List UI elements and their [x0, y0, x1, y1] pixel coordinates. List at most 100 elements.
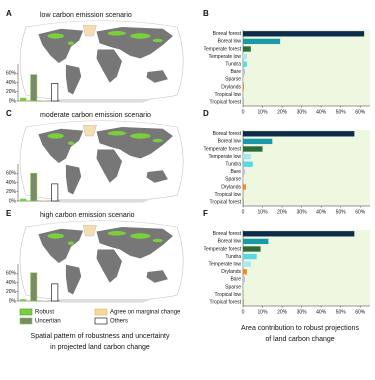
bar	[243, 269, 247, 274]
x-tick-label: 40%	[316, 109, 327, 115]
caption: Spatial pattern of robustness and uncert…	[31, 333, 170, 340]
category-label: Bare	[230, 69, 241, 75]
bar	[41, 200, 47, 201]
x-tick-label: 20%	[277, 109, 288, 115]
category-label: Boreal forest	[213, 31, 242, 37]
category-label: Tropical low	[215, 292, 242, 298]
category-label: Tropical low	[215, 92, 242, 98]
x-tick-label: 30%	[297, 109, 308, 115]
bar	[243, 84, 244, 89]
bar	[52, 284, 58, 301]
x-tick-label: 60%	[355, 209, 366, 215]
bar	[243, 292, 244, 297]
x-tick-label: 50%	[336, 309, 347, 315]
bar	[31, 273, 37, 301]
panel-letter: A	[6, 9, 12, 18]
category-label: Boreal low	[218, 39, 242, 45]
category-label: Tundra	[225, 62, 241, 68]
legend-swatch	[20, 318, 32, 324]
category-label: Temperate low	[208, 262, 241, 268]
bar	[31, 173, 37, 201]
x-tick-label: 20%	[277, 209, 288, 215]
y-tick-label: 0%	[9, 98, 17, 104]
bar	[243, 239, 268, 244]
bar	[243, 162, 253, 167]
bar	[243, 177, 244, 182]
bar	[243, 146, 263, 151]
y-tick-label: 60%	[6, 71, 17, 77]
category-label: Tundra	[225, 162, 241, 168]
panel-letter: B	[203, 9, 209, 18]
legend-label: Uncertian	[35, 319, 61, 325]
bar	[243, 31, 364, 36]
bar	[243, 246, 261, 251]
category-label: Temperate low	[208, 154, 241, 160]
category-label: Tropical low	[215, 192, 242, 198]
y-tick-label: 60%	[6, 271, 17, 277]
world-map	[20, 121, 183, 203]
bar	[41, 100, 47, 101]
bar	[243, 300, 244, 305]
y-tick-label: 0%	[9, 298, 17, 304]
bar	[52, 184, 58, 201]
y-tick-label: 40%	[6, 280, 17, 286]
category-label: Tundra	[225, 254, 241, 260]
bar	[52, 83, 58, 101]
category-label: Bare	[230, 169, 241, 175]
bar	[243, 139, 272, 144]
bar	[31, 75, 37, 101]
bar	[20, 299, 26, 301]
category-label: Boreal forest	[213, 131, 242, 137]
bar	[243, 54, 247, 59]
bar	[243, 69, 245, 74]
bar	[243, 154, 251, 159]
bar	[243, 231, 354, 236]
category-label: Temperate forest	[203, 46, 241, 52]
x-tick-label: 60%	[355, 109, 366, 115]
category-label: Sparse	[225, 284, 241, 290]
bar	[243, 62, 247, 67]
category-label: Tropical forest	[210, 100, 242, 106]
y-tick-label: 60%	[6, 171, 17, 177]
legend-label: Agree on marginal change	[110, 310, 181, 316]
x-tick-label: 30%	[297, 309, 308, 315]
x-tick-label: 20%	[277, 309, 288, 315]
caption: of land carbon change	[265, 336, 334, 343]
category-label: Boreal low	[218, 139, 242, 145]
panel-title: low carbon emission scenario	[40, 12, 132, 19]
x-tick-label: 40%	[316, 209, 327, 215]
x-tick-label: 10%	[258, 109, 269, 115]
bar	[243, 262, 251, 267]
category-label: Sparse	[225, 77, 241, 83]
panel-letter: E	[6, 209, 12, 218]
x-tick-label: 60%	[355, 309, 366, 315]
bar	[243, 184, 246, 189]
bar	[20, 98, 26, 101]
bar	[243, 46, 251, 51]
x-tick-label: 50%	[336, 109, 347, 115]
x-tick-label: 0	[242, 209, 245, 215]
y-tick-label: 0%	[9, 198, 17, 204]
category-label: Temperate forest	[203, 146, 241, 152]
panel-letter: C	[6, 109, 12, 118]
category-label: Temperate forest	[203, 246, 241, 252]
legend-swatch	[95, 309, 107, 315]
y-tick-label: 20%	[6, 189, 17, 195]
caption: Area contribution to robust projections	[241, 325, 359, 332]
x-tick-label: 10%	[258, 309, 269, 315]
y-tick-label: 40%	[6, 80, 17, 86]
panel-title: moderate carbon emission scenario	[40, 112, 151, 119]
bar	[243, 169, 245, 174]
x-tick-label: 0	[242, 309, 245, 315]
y-tick-label: 20%	[6, 89, 17, 95]
bar	[243, 131, 354, 136]
category-label: Boreal low	[218, 239, 242, 245]
bar	[20, 199, 26, 201]
panel-letter: F	[203, 209, 208, 218]
legend-swatch	[20, 309, 32, 315]
category-label: Bare	[230, 277, 241, 283]
x-tick-label: 30%	[297, 209, 308, 215]
bar	[243, 277, 245, 282]
